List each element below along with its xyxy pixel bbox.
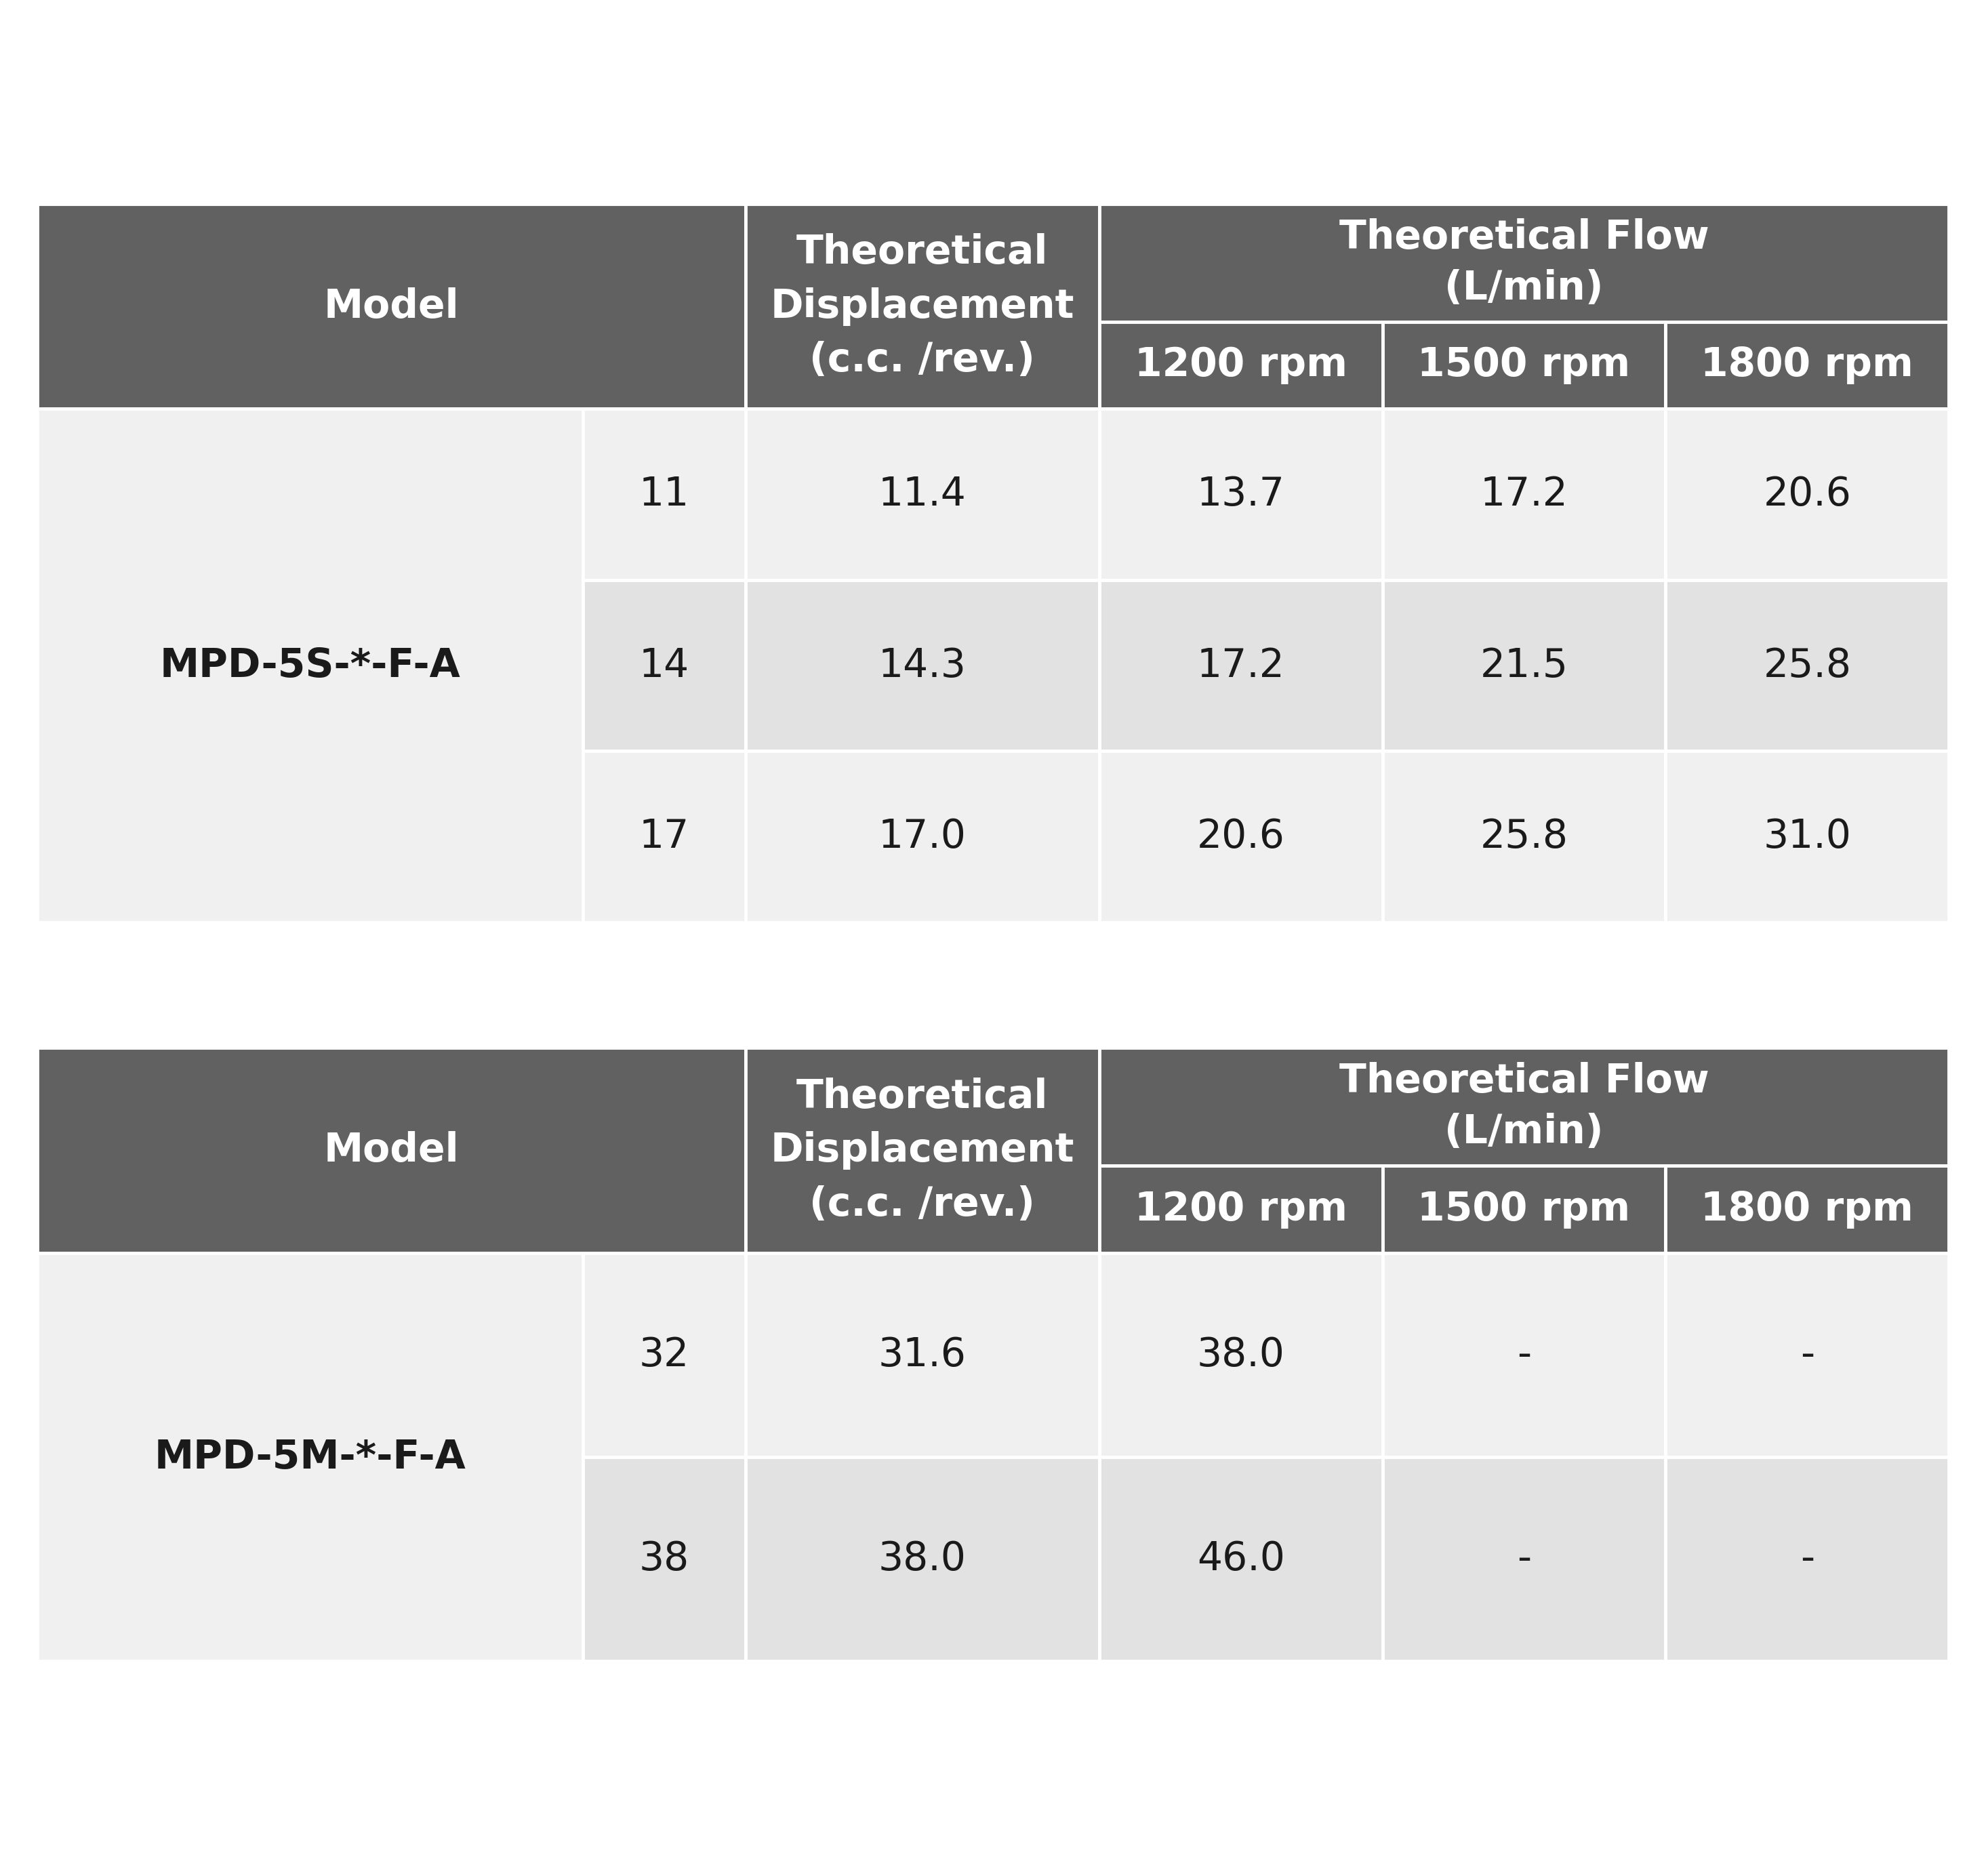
Bar <box>1099 1166 1382 1253</box>
Bar <box>1099 321 1382 408</box>
Text: -: - <box>1799 1540 1815 1578</box>
Bar <box>38 203 746 408</box>
Text: 1200 rpm: 1200 rpm <box>1135 1190 1348 1229</box>
Text: 1800 rpm: 1800 rpm <box>1702 1190 1914 1229</box>
Bar <box>1382 1166 1666 1253</box>
Bar <box>38 1253 582 1662</box>
Text: 1500 rpm: 1500 rpm <box>1417 345 1630 384</box>
Bar <box>38 1048 746 1253</box>
Bar <box>1382 1253 1666 1457</box>
Text: 20.6: 20.6 <box>1763 476 1851 513</box>
Bar <box>582 752 746 923</box>
Text: 14: 14 <box>638 645 690 684</box>
Text: Model: Model <box>324 1130 459 1169</box>
Text: MPD-5S-*-F-A: MPD-5S-*-F-A <box>159 645 461 684</box>
Bar <box>1099 203 1948 321</box>
Text: -: - <box>1517 1335 1531 1375</box>
Text: Theoretical Flow
(L/min): Theoretical Flow (L/min) <box>1340 1061 1710 1151</box>
Text: 1800 rpm: 1800 rpm <box>1702 345 1914 384</box>
Bar <box>746 203 1099 408</box>
Text: 21.5: 21.5 <box>1479 645 1569 684</box>
Bar <box>1666 1166 1948 1253</box>
Bar <box>1666 752 1948 923</box>
Bar <box>582 580 746 752</box>
Text: 25.8: 25.8 <box>1763 645 1851 684</box>
Text: 38.0: 38.0 <box>879 1540 966 1578</box>
Bar <box>1099 752 1382 923</box>
Bar <box>1666 1457 1948 1662</box>
Bar <box>1099 1457 1382 1662</box>
Bar <box>1382 321 1666 408</box>
Text: -: - <box>1517 1540 1531 1578</box>
Bar <box>1099 1048 1948 1166</box>
Text: 11.4: 11.4 <box>879 476 966 513</box>
Bar <box>746 408 1099 580</box>
Text: MPD-5M-*-F-A: MPD-5M-*-F-A <box>155 1438 465 1477</box>
Bar <box>582 1457 746 1662</box>
Bar <box>1382 752 1666 923</box>
Text: 46.0: 46.0 <box>1197 1540 1284 1578</box>
Bar <box>746 1253 1099 1457</box>
Text: 14.3: 14.3 <box>879 645 966 684</box>
Bar <box>1666 408 1948 580</box>
Text: 11: 11 <box>638 476 690 513</box>
Bar <box>1382 580 1666 752</box>
Text: 38: 38 <box>638 1540 690 1578</box>
Bar <box>1382 408 1666 580</box>
Bar <box>38 408 582 923</box>
Text: 1500 rpm: 1500 rpm <box>1417 1190 1630 1229</box>
Bar <box>746 1048 1099 1253</box>
Bar <box>582 1253 746 1457</box>
Bar <box>746 752 1099 923</box>
Text: 25.8: 25.8 <box>1479 817 1569 856</box>
Text: -: - <box>1799 1335 1815 1375</box>
Bar <box>1666 321 1948 408</box>
Bar <box>1382 1457 1666 1662</box>
Bar <box>582 408 746 580</box>
Text: 17.2: 17.2 <box>1197 645 1284 684</box>
Bar <box>1099 408 1382 580</box>
Bar <box>746 1457 1099 1662</box>
Text: 32: 32 <box>638 1335 690 1375</box>
Text: Theoretical
Displacement
(c.c. /rev.): Theoretical Displacement (c.c. /rev.) <box>769 233 1074 380</box>
Text: 20.6: 20.6 <box>1197 817 1284 856</box>
Text: Theoretical
Displacement
(c.c. /rev.): Theoretical Displacement (c.c. /rev.) <box>769 1078 1074 1223</box>
Bar <box>1099 1253 1382 1457</box>
Bar <box>746 580 1099 752</box>
Bar <box>1666 1253 1948 1457</box>
Bar <box>1666 580 1948 752</box>
Text: Theoretical Flow
(L/min): Theoretical Flow (L/min) <box>1340 218 1710 308</box>
Text: Model: Model <box>324 287 459 326</box>
Text: 38.0: 38.0 <box>1197 1335 1284 1375</box>
Text: 17.2: 17.2 <box>1479 476 1569 513</box>
Text: 17.0: 17.0 <box>879 817 966 856</box>
Text: 1200 rpm: 1200 rpm <box>1135 345 1348 384</box>
Bar <box>1099 580 1382 752</box>
Text: 31.6: 31.6 <box>879 1335 966 1375</box>
Text: 31.0: 31.0 <box>1763 817 1851 856</box>
Text: 13.7: 13.7 <box>1197 476 1284 513</box>
Text: 17: 17 <box>638 817 690 856</box>
